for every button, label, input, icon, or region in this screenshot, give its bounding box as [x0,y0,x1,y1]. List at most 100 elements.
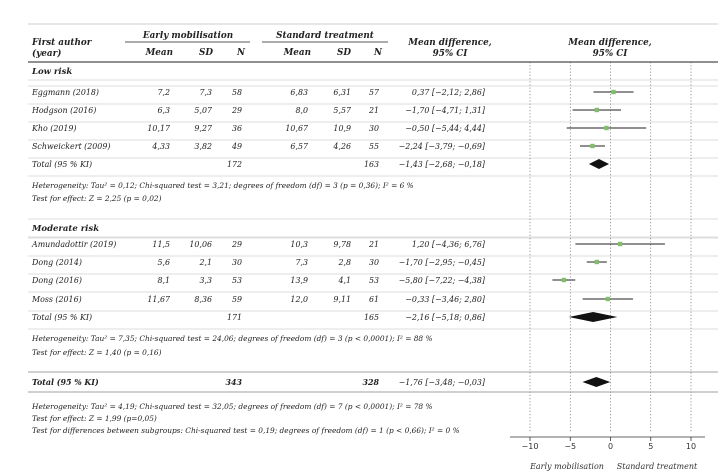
subgroup-heterogeneity: Heterogeneity: Tau² = 7,35; Chi-squared … [31,334,433,343]
header-plot-md: Mean difference, [567,38,652,48]
standard-n: 55 [369,142,379,151]
standard-sd: 9,78 [333,240,351,249]
direction-right-label: Standard treatment [617,462,698,471]
direction-left-label: Early mobilisation [529,462,604,471]
study-effect-box [561,277,567,283]
subgroup-label: Low risk [31,67,72,77]
early-n: 59 [232,295,242,304]
subgroup-diamond [588,159,610,169]
early-sd: 10,06 [189,240,212,249]
standard-sd: 4,1 [337,276,351,285]
standard-mean: 12,0 [290,295,308,304]
standard-sd: 10,9 [333,124,351,133]
standard-n: 30 [369,124,379,133]
header-author: First author [31,38,93,48]
x-tick-label: −5 [564,442,576,451]
study-ci-text: −1,70 [−2,95; −0,45] [399,258,486,267]
early-n: 36 [232,124,242,133]
study-ci-text: −0,33 [−3,46; 2,80] [405,295,486,304]
early-n: 30 [232,258,242,267]
header-standard-sd: SD [337,48,351,58]
early-mean: 7,2 [157,88,170,97]
subgroup-total-label: Total (95 % KI) [32,313,92,322]
study-ci-text: 1,20 [−4,36; 6,76] [412,240,486,249]
study-effect-box [590,143,595,149]
study-author: Eggmann (2018) [31,88,99,97]
subgroup-total-early-n: 172 [227,160,242,169]
early-mean: 6,3 [157,106,170,115]
early-n: 53 [232,276,242,285]
early-mean: 11,67 [147,295,171,304]
overall-diamond [582,377,611,387]
study-ci-text: −2,24 [−3,79; −0,69] [399,142,486,151]
early-sd: 3,82 [194,142,212,151]
subgroup-total-standard-n: 165 [364,313,379,322]
early-sd: 9,27 [194,124,213,133]
study-author: Amundadottir (2019) [31,240,116,249]
overall-standard-n: 328 [363,378,380,387]
standard-mean: 13,9 [290,276,308,285]
study-ci-text: −5,80 [−7,22; −4,38] [399,276,486,285]
header-early-sd: SD [199,48,213,58]
subgroup-label: Moderate risk [31,224,99,234]
header-standard: Standard treatment [276,31,374,41]
header-standard-n: N [373,48,383,58]
early-sd: 7,3 [199,88,212,97]
study-effect-box [617,241,623,247]
early-sd: 5,07 [194,106,213,115]
x-tick-label: 5 [648,442,653,451]
header-plot-ci: 95% CI [593,49,629,59]
early-n: 49 [231,142,242,151]
standard-n: 30 [369,258,379,267]
early-mean: 8,1 [157,276,170,285]
early-sd: 8,36 [194,295,212,304]
study-ci-text: −0,50 [−5,44; 4,44] [405,124,486,133]
x-tick-label: −10 [522,442,539,451]
early-sd: 2,1 [198,258,212,267]
standard-n: 21 [368,240,379,249]
header-md: Mean difference, [407,38,492,48]
standard-sd: 4,26 [332,142,351,151]
overall-effect-test: Test for effect: Z = 1,99 (p=0,05) [32,414,157,423]
early-n: 58 [232,88,242,97]
standard-sd: 5,57 [333,106,352,115]
early-mean: 4,33 [151,142,170,151]
subgroup-total-ci-text: −1,43 [−2,68; −0,18] [399,160,486,169]
study-effect-box [604,125,609,131]
standard-mean: 6,57 [290,142,309,151]
standard-sd: 6,31 [333,88,351,97]
subgroup-total-early-n: 171 [227,313,242,322]
study-effect-box [594,107,600,113]
study-effect-box [611,89,616,95]
subgroup-difference-test: Test for differences between subgroups: … [32,426,460,435]
standard-sd: 2,8 [337,258,351,267]
early-n: 29 [231,240,242,249]
x-tick-label: 0 [608,442,613,451]
study-author: Dong (2014) [31,258,82,267]
study-author: Dong (2016) [31,276,82,285]
subgroup-effect-test: Test for effect: Z = 1,40 (p = 0,16) [32,348,162,357]
header-standard-mean: Mean [283,48,311,58]
header-early-n: N [236,48,246,58]
study-author: Kho (2019) [31,124,76,133]
header-early-mean: Mean [145,48,173,58]
overall-label: Total (95 % KI) [32,378,99,387]
standard-mean: 6,83 [290,88,308,97]
header-year: (year) [32,48,61,59]
study-ci-text: 0,37 [−2,12; 2,86] [412,88,486,97]
subgroup-total-ci-text: −2,16 [−5,18; 0,86] [405,313,486,322]
standard-n: 61 [369,295,379,304]
subgroup-heterogeneity: Heterogeneity: Tau² = 0,12; Chi-squared … [31,181,414,190]
subgroup-effect-test: Test for effect: Z = 2,25 (p = 0,02) [32,194,162,203]
standard-n: 57 [369,88,380,97]
standard-sd: 9,11 [333,295,351,304]
x-tick-label: 10 [686,442,696,451]
early-mean: 11,5 [152,240,170,249]
standard-mean: 8,0 [295,106,308,115]
standard-n: 53 [369,276,379,285]
early-mean: 10,17 [147,124,171,133]
overall-ci-text: −1,76 [−3,48; −0,03] [399,378,486,387]
early-n: 29 [231,106,242,115]
standard-n: 21 [368,106,379,115]
